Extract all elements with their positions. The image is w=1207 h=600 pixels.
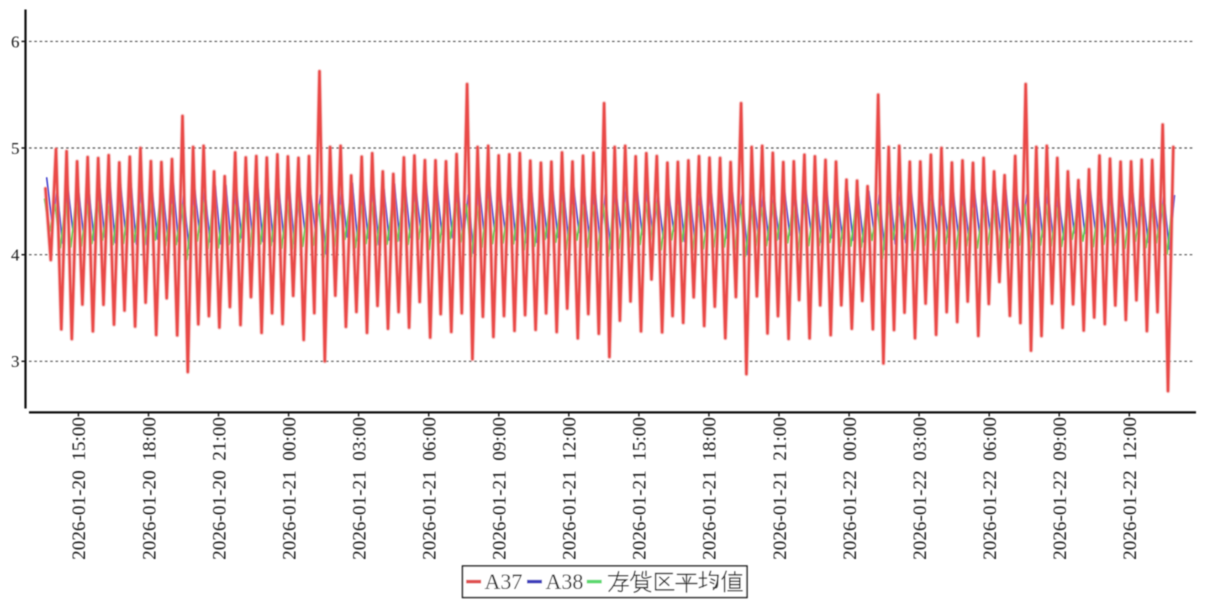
svg-text:2026-01-20 21:00: 2026-01-20 21:00 — [209, 417, 230, 560]
svg-text:2026-01-21 18:00: 2026-01-21 18:00 — [700, 417, 721, 560]
svg-text:2026-01-21 21:00: 2026-01-21 21:00 — [770, 417, 791, 560]
svg-text:6: 6 — [11, 32, 20, 51]
svg-text:2026-01-22 12:00: 2026-01-22 12:00 — [1120, 417, 1141, 560]
svg-text:2026-01-21 06:00: 2026-01-21 06:00 — [420, 417, 441, 560]
svg-text:A38: A38 — [546, 569, 584, 594]
svg-text:5: 5 — [11, 139, 20, 158]
svg-text:2026-01-22 06:00: 2026-01-22 06:00 — [980, 417, 1001, 560]
svg-text:3: 3 — [11, 352, 20, 371]
svg-text:2026-01-22 09:00: 2026-01-22 09:00 — [1050, 417, 1071, 560]
svg-text:A37: A37 — [485, 569, 523, 594]
svg-text:2026-01-20 18:00: 2026-01-20 18:00 — [139, 417, 160, 560]
svg-text:2026-01-21 09:00: 2026-01-21 09:00 — [490, 417, 511, 560]
svg-text:2026-01-21 00:00: 2026-01-21 00:00 — [279, 417, 300, 560]
svg-text:2026-01-22 00:00: 2026-01-22 00:00 — [840, 417, 861, 560]
svg-text:2026-01-22 03:00: 2026-01-22 03:00 — [910, 417, 931, 560]
svg-text:2026-01-21 03:00: 2026-01-21 03:00 — [349, 417, 370, 560]
svg-text:4: 4 — [11, 246, 20, 265]
svg-text:2026-01-21 15:00: 2026-01-21 15:00 — [630, 417, 651, 560]
svg-text:2026-01-20 15:00: 2026-01-20 15:00 — [69, 417, 90, 560]
svg-text:2026-01-21 12:00: 2026-01-21 12:00 — [560, 417, 581, 560]
